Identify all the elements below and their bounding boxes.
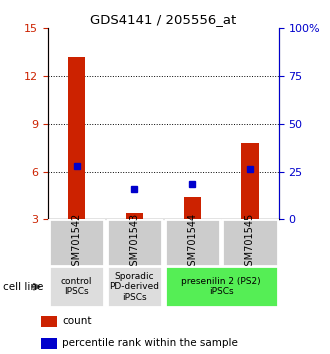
Bar	[241, 143, 259, 219]
Text: GSM701543: GSM701543	[129, 213, 140, 272]
Text: count: count	[62, 316, 92, 326]
Text: presenilin 2 (PS2)
iPSCs: presenilin 2 (PS2) iPSCs	[181, 277, 261, 296]
Text: GSM701542: GSM701542	[72, 213, 82, 272]
Bar	[41, 338, 57, 349]
Bar	[49, 266, 104, 307]
Bar	[164, 219, 220, 266]
Text: GSM701545: GSM701545	[245, 213, 255, 272]
Bar	[222, 219, 278, 266]
Bar	[41, 316, 57, 327]
Bar	[107, 266, 162, 307]
Text: Sporadic
PD-derived
iPSCs: Sporadic PD-derived iPSCs	[110, 272, 159, 302]
Text: control
IPSCs: control IPSCs	[61, 277, 92, 296]
Bar	[68, 57, 85, 219]
Title: GDS4141 / 205556_at: GDS4141 / 205556_at	[90, 13, 237, 26]
Text: GSM701544: GSM701544	[187, 213, 197, 272]
Text: percentile rank within the sample: percentile rank within the sample	[62, 338, 238, 348]
Bar	[183, 197, 201, 219]
Bar	[49, 219, 104, 266]
Bar	[107, 219, 162, 266]
Bar	[164, 266, 278, 307]
Text: cell line: cell line	[3, 282, 44, 292]
Bar	[126, 213, 143, 219]
